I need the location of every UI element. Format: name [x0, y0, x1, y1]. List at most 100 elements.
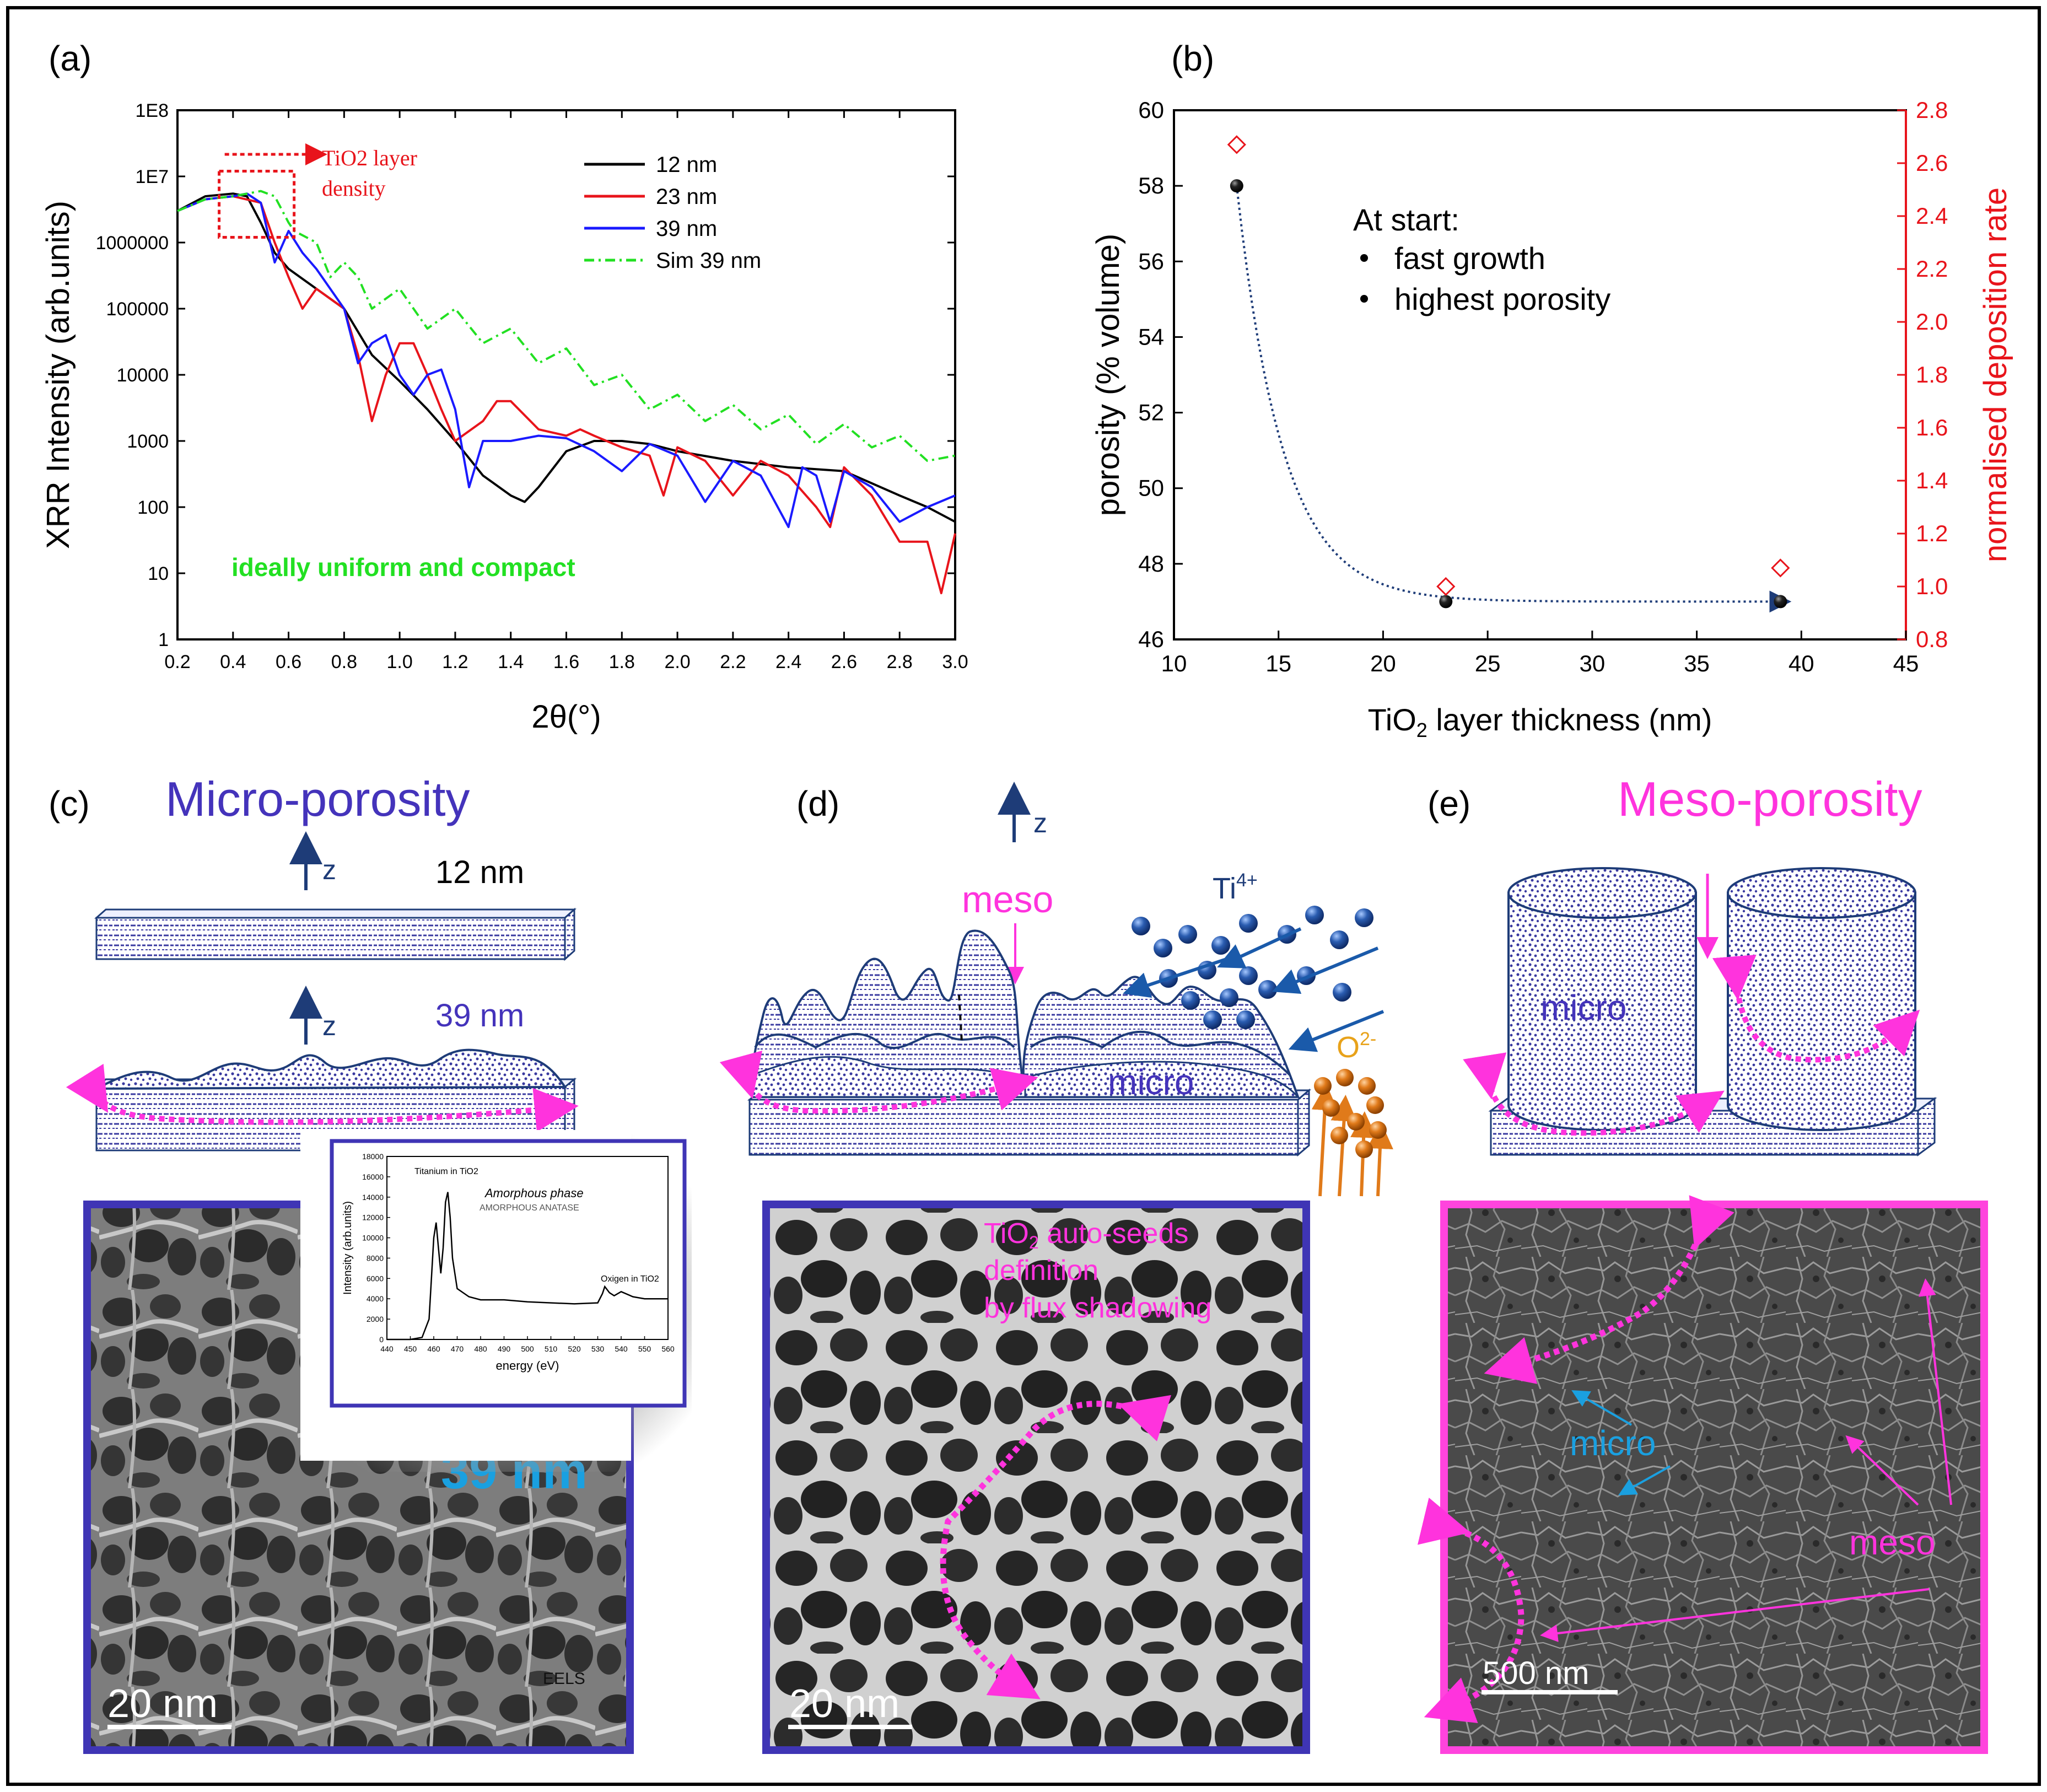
- eels-x-tick-label: 530: [591, 1344, 605, 1353]
- panel-c: (c) Micro-porosity z 12 nm z 39 nm 39 nm…: [49, 772, 692, 1754]
- eels-x-tick-label: 450: [404, 1344, 417, 1353]
- panel-label-a: (a): [49, 39, 91, 78]
- ti-ion-ball: [1154, 939, 1172, 957]
- legend-label-a: Sim 39 nm: [656, 249, 761, 273]
- ti-ion-ball: [1236, 1010, 1255, 1029]
- ti-ion-label: Ti4+: [1213, 870, 1258, 905]
- o-ion-ball: [1322, 1099, 1340, 1117]
- eels-y-tick-label: 12000: [362, 1213, 384, 1222]
- eels-y-tick-label: 6000: [367, 1274, 384, 1283]
- slab-12nm: [95, 917, 566, 960]
- y2-tick-label-b: 2.8: [1916, 97, 1948, 123]
- y-tick-label-b: 58: [1138, 173, 1164, 198]
- z-axis-label: z: [1033, 808, 1047, 838]
- micro-label-sem-e: micro: [1570, 1423, 1656, 1463]
- chart-b-plot: 10 15 20 25 30 35 40 45 46 48 50 52 54 56 58 60 0.8 1.0 1.…: [1090, 97, 2013, 741]
- eels-y-tick-label: 0: [379, 1335, 384, 1344]
- figure-frame: [6, 6, 2041, 1786]
- meso-label-sem-e: meso: [1849, 1522, 1936, 1562]
- x-tick-label-b: 40: [1789, 650, 1814, 676]
- panel-label-e: (e): [1427, 784, 1470, 824]
- x-tick-label-a: 2.6: [831, 652, 857, 672]
- meso-flow-arrow-sem-e2: [1417, 1497, 1525, 1723]
- dashed-interface-d: [958, 994, 963, 1042]
- eels-x-tick-label: 470: [451, 1344, 464, 1353]
- tem-d-caption-line3: by flux shadowing: [984, 1292, 1211, 1324]
- y-tick-label-a: 1E8: [136, 100, 169, 121]
- scale-bar-e-label: 500 nm: [1483, 1655, 1589, 1691]
- y-tick-label-b: 46: [1138, 626, 1164, 652]
- annotation-box-label-a: TiO2 layer: [322, 146, 417, 170]
- scale-bar-c-label: 20 nm: [107, 1682, 218, 1726]
- eels-spectrum-line: [387, 1192, 668, 1341]
- porosity-point: [1439, 595, 1453, 609]
- y2-tick-label-b: 1.2: [1916, 520, 1948, 546]
- x-tick-label-a: 2.2: [720, 652, 746, 672]
- ti-ion-ball: [1258, 980, 1277, 999]
- y2-tick-label-b: 2.6: [1916, 150, 1948, 176]
- y-tick-label-b: 56: [1138, 248, 1164, 274]
- y-axis-label-a: XRR Intensity (arb.units): [40, 201, 76, 549]
- y2-tick-label-b: 1.6: [1916, 415, 1948, 440]
- eels-x-tick-label: 490: [498, 1344, 511, 1353]
- eels-y-label: Intensity (arb.units): [342, 1201, 354, 1295]
- panel-c-title: Micro-porosity: [165, 772, 470, 826]
- legend-label-a: 39 nm: [656, 217, 717, 241]
- micro-label-d: micro: [1108, 1062, 1194, 1102]
- eels-plot: 440 450 460 470 480 490 500 510 520 530 540 550 560 0…: [342, 1152, 675, 1373]
- o-ion-label: O2-: [1337, 1029, 1376, 1064]
- y2-tick-label-b: 2.0: [1916, 309, 1948, 335]
- y-tick-label-a: 1000: [127, 431, 169, 452]
- eels-y-tick-label: 14000: [362, 1193, 384, 1202]
- z-axis-label: z: [322, 1010, 336, 1041]
- tem-d-caption-line2: definition: [984, 1255, 1098, 1287]
- x-tick-label-a: 1.0: [387, 652, 413, 672]
- eels-title-phase: Amorphous phase: [484, 1186, 584, 1200]
- micro-pointer-sem-e2: [1618, 1465, 1671, 1495]
- micro-region-right-d: [1024, 1061, 1300, 1098]
- x-tick-label-b: 10: [1161, 650, 1187, 676]
- scale-bar-d-label: 20 nm: [789, 1682, 899, 1726]
- x-tick-label-a: 1.4: [498, 652, 524, 672]
- ti-ion-ball: [1239, 914, 1258, 933]
- ti-ion-ball: [1330, 930, 1349, 949]
- o-ion-ball: [1369, 1121, 1387, 1139]
- thickness-39nm-label: 39 nm: [435, 998, 524, 1034]
- ti-ion-ball: [1355, 908, 1373, 927]
- meso-flow-arrow-e: [1463, 1052, 1725, 1136]
- substrate-e-side: [1917, 1097, 1936, 1156]
- x-tick-label-a: 1.8: [609, 652, 635, 672]
- plot-frame-b: [1173, 109, 1907, 641]
- o-flux-arrow: [1330, 1095, 1358, 1197]
- x-tick-label-a: 2.0: [664, 652, 690, 672]
- y-tick-label-b: 50: [1138, 475, 1164, 501]
- ti-ion-ball: [1239, 966, 1258, 985]
- y-tick-label-b: 54: [1138, 324, 1164, 349]
- eels-x-tick-label: 510: [545, 1344, 558, 1353]
- bullet-icon: [1360, 295, 1368, 303]
- y-tick-label-b: 48: [1138, 551, 1164, 577]
- x-tick-label-a: 3.0: [942, 652, 968, 672]
- eels-x-tick-label: 520: [568, 1344, 581, 1353]
- eels-x-tick-label: 460: [427, 1344, 440, 1353]
- legend-label-a: 23 nm: [656, 185, 717, 209]
- rough-surface-39nm: [96, 1048, 567, 1090]
- slab-12nm-side: [564, 907, 575, 961]
- panel-e-title: Meso-porosity: [1618, 772, 1922, 826]
- eels-y-tick-label: 16000: [362, 1172, 384, 1181]
- ti-ion-ball: [1132, 917, 1150, 935]
- series-line-39-nm: [177, 192, 956, 529]
- y2-tick-label-b: 2.2: [1916, 256, 1948, 282]
- eels-y-tick-label: 10000: [362, 1234, 384, 1242]
- annotation-fast-growth: fast growth: [1394, 241, 1545, 276]
- ti-ion-ball: [1178, 925, 1197, 944]
- annotation-box-a: [218, 169, 296, 239]
- o-ion-ball: [1366, 1096, 1384, 1114]
- eels-inset-frame: [330, 1139, 687, 1408]
- x-tick-label-a: 0.6: [276, 652, 301, 672]
- cylinder-left-top: [1507, 867, 1697, 919]
- y2-tick-label-b: 0.8: [1916, 626, 1948, 652]
- eels-label-oxygen: Oxigen in TiO2: [601, 1274, 659, 1284]
- eels-label: EELS: [543, 1670, 585, 1688]
- o-ion-ball: [1355, 1140, 1373, 1158]
